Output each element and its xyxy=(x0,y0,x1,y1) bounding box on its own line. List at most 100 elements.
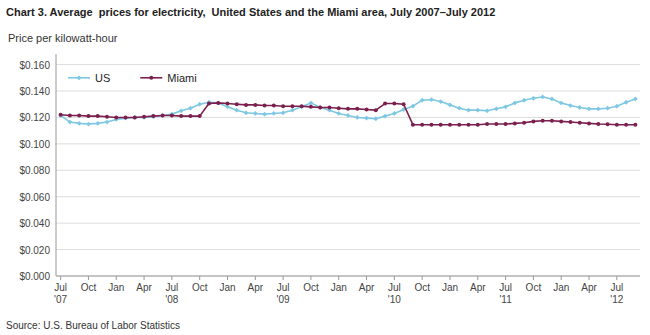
point xyxy=(457,123,461,127)
point xyxy=(77,113,81,117)
grid-line xyxy=(56,143,640,144)
point xyxy=(531,96,536,101)
x-tick-label: Jul'09 xyxy=(277,282,290,305)
point xyxy=(197,102,202,107)
point xyxy=(355,115,360,120)
y-tick-label: $0.100 xyxy=(19,139,50,150)
point xyxy=(448,123,452,127)
point xyxy=(346,107,350,111)
point xyxy=(466,108,471,113)
x-tick xyxy=(60,276,61,280)
point xyxy=(188,114,192,118)
point xyxy=(68,120,73,125)
x-tick xyxy=(144,276,145,280)
y-tick-label: $0.060 xyxy=(19,192,50,203)
chart: Chart 3. Average prices for electricity,… xyxy=(0,0,650,335)
x-tick-label: Jul'07 xyxy=(54,282,67,305)
point xyxy=(337,106,341,110)
point xyxy=(160,113,165,118)
point xyxy=(318,105,323,110)
point xyxy=(309,105,313,109)
x-tick-label: Apr xyxy=(581,282,597,293)
point xyxy=(522,98,527,103)
x-tick xyxy=(199,276,200,280)
point xyxy=(605,106,610,111)
x-tick-label: Oct xyxy=(303,282,319,293)
point xyxy=(105,120,110,125)
point xyxy=(86,122,91,127)
point xyxy=(207,100,212,105)
point xyxy=(114,115,118,119)
point xyxy=(346,113,351,118)
point xyxy=(550,119,554,123)
point xyxy=(503,104,508,109)
legend-label: Miami xyxy=(167,72,196,84)
point xyxy=(132,115,137,120)
x-tick xyxy=(422,276,423,280)
point xyxy=(86,114,90,118)
grid-line xyxy=(56,170,640,171)
point xyxy=(253,111,258,116)
point xyxy=(411,123,415,127)
point xyxy=(198,114,202,118)
point xyxy=(374,108,378,112)
series xyxy=(58,95,638,127)
point xyxy=(355,107,359,111)
point xyxy=(439,123,443,127)
point xyxy=(263,104,267,108)
point xyxy=(559,100,564,105)
point xyxy=(429,97,434,102)
x-tick xyxy=(533,276,534,280)
x-tick xyxy=(394,276,395,280)
x-tick xyxy=(616,276,617,280)
point xyxy=(383,114,388,119)
point xyxy=(365,108,369,112)
point xyxy=(216,100,221,105)
point xyxy=(272,104,276,108)
point xyxy=(271,111,276,116)
x-tick xyxy=(449,276,450,280)
x-tick-label: Jan xyxy=(108,282,124,293)
point xyxy=(281,104,285,108)
point xyxy=(77,121,82,126)
point xyxy=(170,113,174,117)
x-tick xyxy=(171,276,172,280)
x-tick xyxy=(88,276,89,280)
point xyxy=(522,121,526,125)
point xyxy=(614,104,619,109)
point xyxy=(475,108,480,113)
x-tick-label: Oct xyxy=(526,282,542,293)
point xyxy=(336,111,341,116)
point xyxy=(133,115,137,119)
point xyxy=(327,106,331,110)
point xyxy=(633,97,638,102)
point xyxy=(531,119,535,123)
y-tick-label: $0.020 xyxy=(19,245,50,256)
point xyxy=(96,114,100,118)
point xyxy=(142,115,147,120)
point xyxy=(235,102,239,106)
x-tick-label: Jul'10 xyxy=(388,282,401,305)
x-tick-label: Apr xyxy=(470,282,486,293)
point xyxy=(512,100,517,105)
legend-marker xyxy=(77,75,82,80)
point xyxy=(123,116,128,121)
y-tick-label: $0.120 xyxy=(19,112,50,123)
point xyxy=(587,106,592,111)
y-tick-label: $0.080 xyxy=(19,165,50,176)
point xyxy=(373,116,378,121)
point xyxy=(402,102,406,106)
point xyxy=(420,123,424,127)
point xyxy=(151,114,156,119)
x-tick-label: Jul'11 xyxy=(499,282,512,305)
x-tick xyxy=(116,276,117,280)
point xyxy=(124,115,128,119)
point xyxy=(476,123,480,127)
point xyxy=(364,116,369,121)
point xyxy=(207,102,211,106)
point xyxy=(504,122,508,126)
point xyxy=(179,108,184,113)
point xyxy=(234,108,239,113)
y-tick-label: $0.040 xyxy=(19,218,50,229)
x-tick-label: Jul'12 xyxy=(610,282,623,305)
